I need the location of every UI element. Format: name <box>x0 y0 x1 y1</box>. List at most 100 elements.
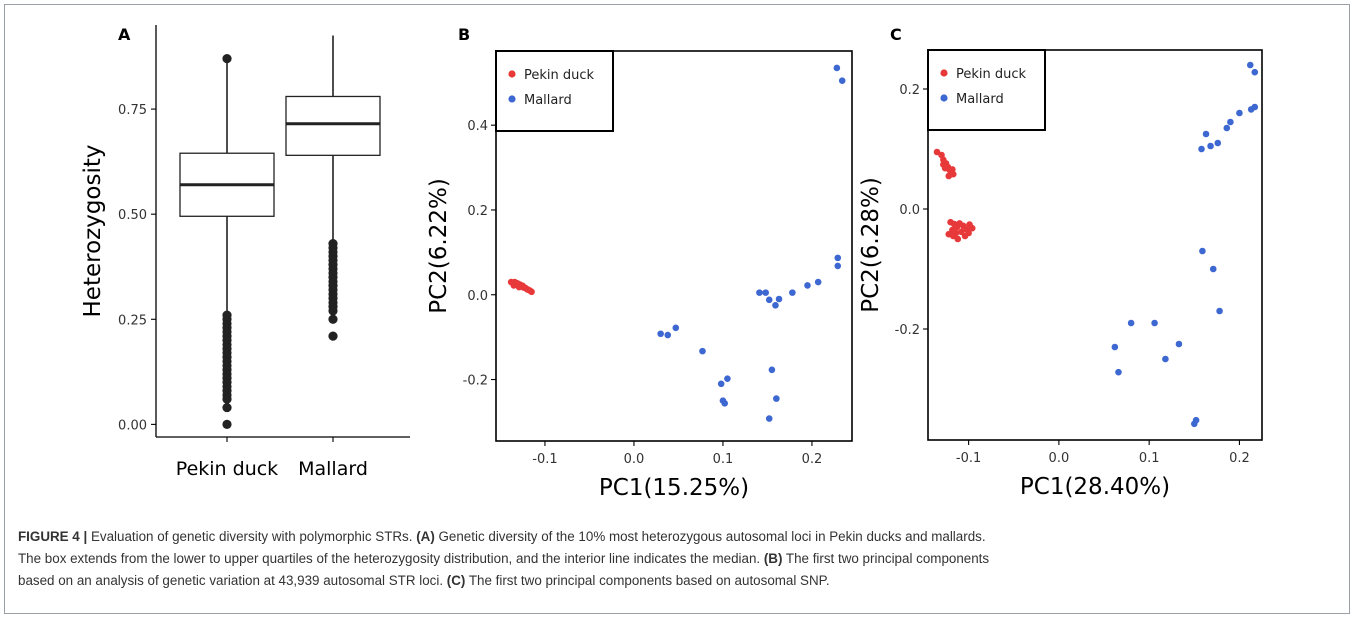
legend-label: Mallard <box>956 92 1004 107</box>
caption-text: based on an analysis of genetic variatio… <box>18 573 447 588</box>
y-axis-title: PC2(6.28%) <box>858 177 884 313</box>
mallard-point <box>1216 307 1223 315</box>
caption-bold-text: (A) <box>416 529 435 544</box>
legend-marker <box>508 70 516 78</box>
caption-line: The box extends from the lower to upper … <box>18 548 1340 570</box>
legend-marker <box>508 95 516 103</box>
pekin-duck-point <box>949 166 956 173</box>
x-tick-label: 0.2 <box>802 452 823 467</box>
mallard-point <box>699 347 706 355</box>
mallard-point <box>1214 139 1222 147</box>
y-tick-label: 0.50 <box>118 208 147 223</box>
mallard-point <box>1198 145 1205 153</box>
mallard-point <box>1227 118 1234 126</box>
y-axis-title: PC2(6.22%) <box>426 178 452 314</box>
mallard-point <box>773 395 780 402</box>
mallard-point <box>717 380 725 388</box>
y-tick-label: 0.75 <box>118 103 147 118</box>
y-tick-label: 0.25 <box>118 313 147 328</box>
pekin-duck-point <box>528 288 535 296</box>
mallard-point <box>834 254 842 262</box>
panel-label: C <box>890 25 902 44</box>
mallard-point <box>1151 319 1158 327</box>
mallard-point <box>1190 420 1198 428</box>
legend-label: Pekin duck <box>956 67 1027 82</box>
mallard-point <box>772 302 779 309</box>
mallard-point <box>768 366 776 374</box>
mallard-point <box>1223 124 1231 132</box>
box-1 <box>285 95 381 156</box>
y-tick-label: 0.00 <box>118 418 147 433</box>
panel-a: A 0.00 0.25 0.50 0.75 Heterozygosity Pekin duc… <box>80 25 410 480</box>
pekin-duck-point <box>945 172 953 180</box>
caption-text: Evaluation of genetic diversity with pol… <box>90 529 417 544</box>
outlier-point <box>328 306 338 316</box>
mallard-point <box>762 289 769 296</box>
y-axis-title: Heterozygosity <box>80 145 106 318</box>
figure-frame <box>4 4 1350 614</box>
outlier-point <box>328 314 338 324</box>
y-tick-label: -0.2 <box>463 374 488 389</box>
caption-text: The first two principal components based… <box>465 573 830 588</box>
legend-label: Mallard <box>524 93 572 108</box>
mallard-point <box>1162 355 1169 363</box>
mallard-point <box>672 324 680 332</box>
x-tick-label: 0.1 <box>1139 451 1160 466</box>
pekin-duck-point <box>945 230 953 238</box>
outlier-point <box>222 419 232 429</box>
mallard-point <box>1175 340 1183 348</box>
mallard-point <box>1207 142 1214 150</box>
x-tick-label: 0.1 <box>713 452 734 467</box>
mallard-point <box>804 282 811 289</box>
caption-line: FIGURE 4 | Evaluation of genetic diversi… <box>18 526 1340 548</box>
pekin-duck-point <box>968 224 976 232</box>
x-tick-label: 0.0 <box>624 452 645 467</box>
mallard-point <box>756 289 763 296</box>
mallard-point <box>834 262 842 270</box>
y-tick-label: 0.0 <box>467 289 488 304</box>
caption-line: based on an analysis of genetic variatio… <box>18 570 1340 592</box>
y-tick-label: 0.2 <box>899 83 920 98</box>
mallard-point <box>765 415 773 422</box>
outlier-point <box>222 394 232 404</box>
caption-bold-text: (C) <box>446 573 466 588</box>
mallard-point <box>775 295 783 303</box>
caption-bold-text: (B) <box>763 551 783 566</box>
outlier-point <box>222 54 232 64</box>
x-tick-label: 0.0 <box>1049 451 1070 466</box>
mallard-point <box>1236 109 1243 117</box>
mallard-point <box>765 296 773 304</box>
pekin-duck-point <box>940 161 947 168</box>
mallard-point <box>1127 319 1135 327</box>
outlier-point <box>328 331 338 341</box>
mallard-point <box>833 64 841 72</box>
plot-frame <box>927 49 1263 441</box>
mallard-point <box>721 399 729 407</box>
pekin-duck-point <box>965 229 972 237</box>
y-tick-label: 0.0 <box>899 203 920 218</box>
panel-b: B -0.1 0.0 0.1 0.2 -0.2 0.0 0.2 0.4 PC1(15.25%) PC… <box>426 25 853 501</box>
panel-label: B <box>458 25 470 44</box>
legend-box <box>927 49 1046 131</box>
mallard-point <box>1111 343 1119 351</box>
caption-text: Genetic diversity of the 10% most hetero… <box>434 529 986 544</box>
mallard-point <box>1115 368 1122 376</box>
x-axis-title: PC1(15.25%) <box>599 475 749 501</box>
mallard-point <box>1202 130 1210 138</box>
legend-marker <box>940 94 948 102</box>
mallard-point <box>1199 247 1206 255</box>
mallard-point <box>838 77 846 84</box>
x-tick-label: Pekin duck <box>176 458 278 480</box>
x-axis-title: PC1(28.40%) <box>1020 474 1170 500</box>
panel-c: C -0.1 0.0 0.1 0.2 -0.2 0.0 0.2 PC1(28.40%) PC2(6… <box>858 25 1263 500</box>
y-tick-label: -0.2 <box>895 323 920 338</box>
caption-text: The first two principal components <box>782 551 990 566</box>
plot-frame <box>495 50 853 442</box>
pekin-duck-point <box>954 235 962 243</box>
caption-text: The box extends from the lower to upper … <box>18 551 764 566</box>
legend-label: Pekin duck <box>524 68 595 83</box>
mallard-point <box>1247 106 1255 113</box>
mallard-point <box>664 331 672 339</box>
mallard-point <box>814 278 822 286</box>
x-tick-label: -0.1 <box>532 452 557 467</box>
